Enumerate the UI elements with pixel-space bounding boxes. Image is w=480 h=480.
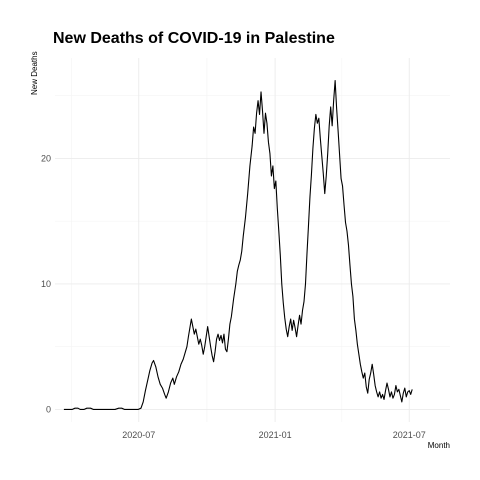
series-layer <box>63 80 413 410</box>
y-tick-label: 0 <box>46 404 51 414</box>
x-tick-label: 2021-07 <box>393 430 426 440</box>
x-axis-title: Month <box>428 441 450 450</box>
x-tick-label: 2020-07 <box>122 430 155 440</box>
series-line <box>63 80 413 410</box>
y-axis-ticks: 0 10 20 <box>41 153 51 414</box>
y-tick-label: 20 <box>41 153 51 163</box>
chart-title: New Deaths of COVID-19 in Palestine <box>53 30 335 47</box>
y-axis-title: New Deaths <box>30 51 39 95</box>
x-tick-label: 2021-01 <box>259 430 292 440</box>
y-tick-label: 10 <box>41 279 51 289</box>
x-axis-ticks: 2020-07 2021-01 2021-07 <box>122 430 426 440</box>
grid <box>55 58 450 422</box>
